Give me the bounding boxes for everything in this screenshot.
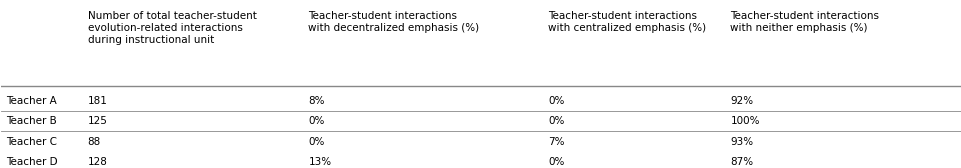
Text: 128: 128: [87, 157, 108, 167]
Text: 0%: 0%: [308, 137, 325, 147]
Text: Teacher-student interactions
with centralized emphasis (%): Teacher-student interactions with centra…: [548, 11, 705, 33]
Text: Teacher D: Teacher D: [6, 157, 58, 167]
Text: 93%: 93%: [729, 137, 752, 147]
Text: 87%: 87%: [729, 157, 752, 167]
Text: 0%: 0%: [548, 116, 564, 126]
Text: 92%: 92%: [729, 96, 752, 106]
Text: 125: 125: [87, 116, 108, 126]
Text: 8%: 8%: [308, 96, 325, 106]
Text: 0%: 0%: [308, 116, 325, 126]
Text: 181: 181: [87, 96, 108, 106]
Text: Number of total teacher-student
evolution-related interactions
during instructio: Number of total teacher-student evolutio…: [87, 11, 257, 46]
Text: 88: 88: [87, 137, 101, 147]
Text: Teacher-student interactions
with neither emphasis (%): Teacher-student interactions with neithe…: [729, 11, 878, 33]
Text: Teacher B: Teacher B: [6, 116, 57, 126]
Text: 13%: 13%: [308, 157, 332, 167]
Text: Teacher A: Teacher A: [6, 96, 57, 106]
Text: 100%: 100%: [729, 116, 759, 126]
Text: 0%: 0%: [548, 96, 564, 106]
Text: 0%: 0%: [548, 157, 564, 167]
Text: Teacher-student interactions
with decentralized emphasis (%): Teacher-student interactions with decent…: [308, 11, 479, 33]
Text: 7%: 7%: [548, 137, 564, 147]
Text: Teacher C: Teacher C: [6, 137, 57, 147]
